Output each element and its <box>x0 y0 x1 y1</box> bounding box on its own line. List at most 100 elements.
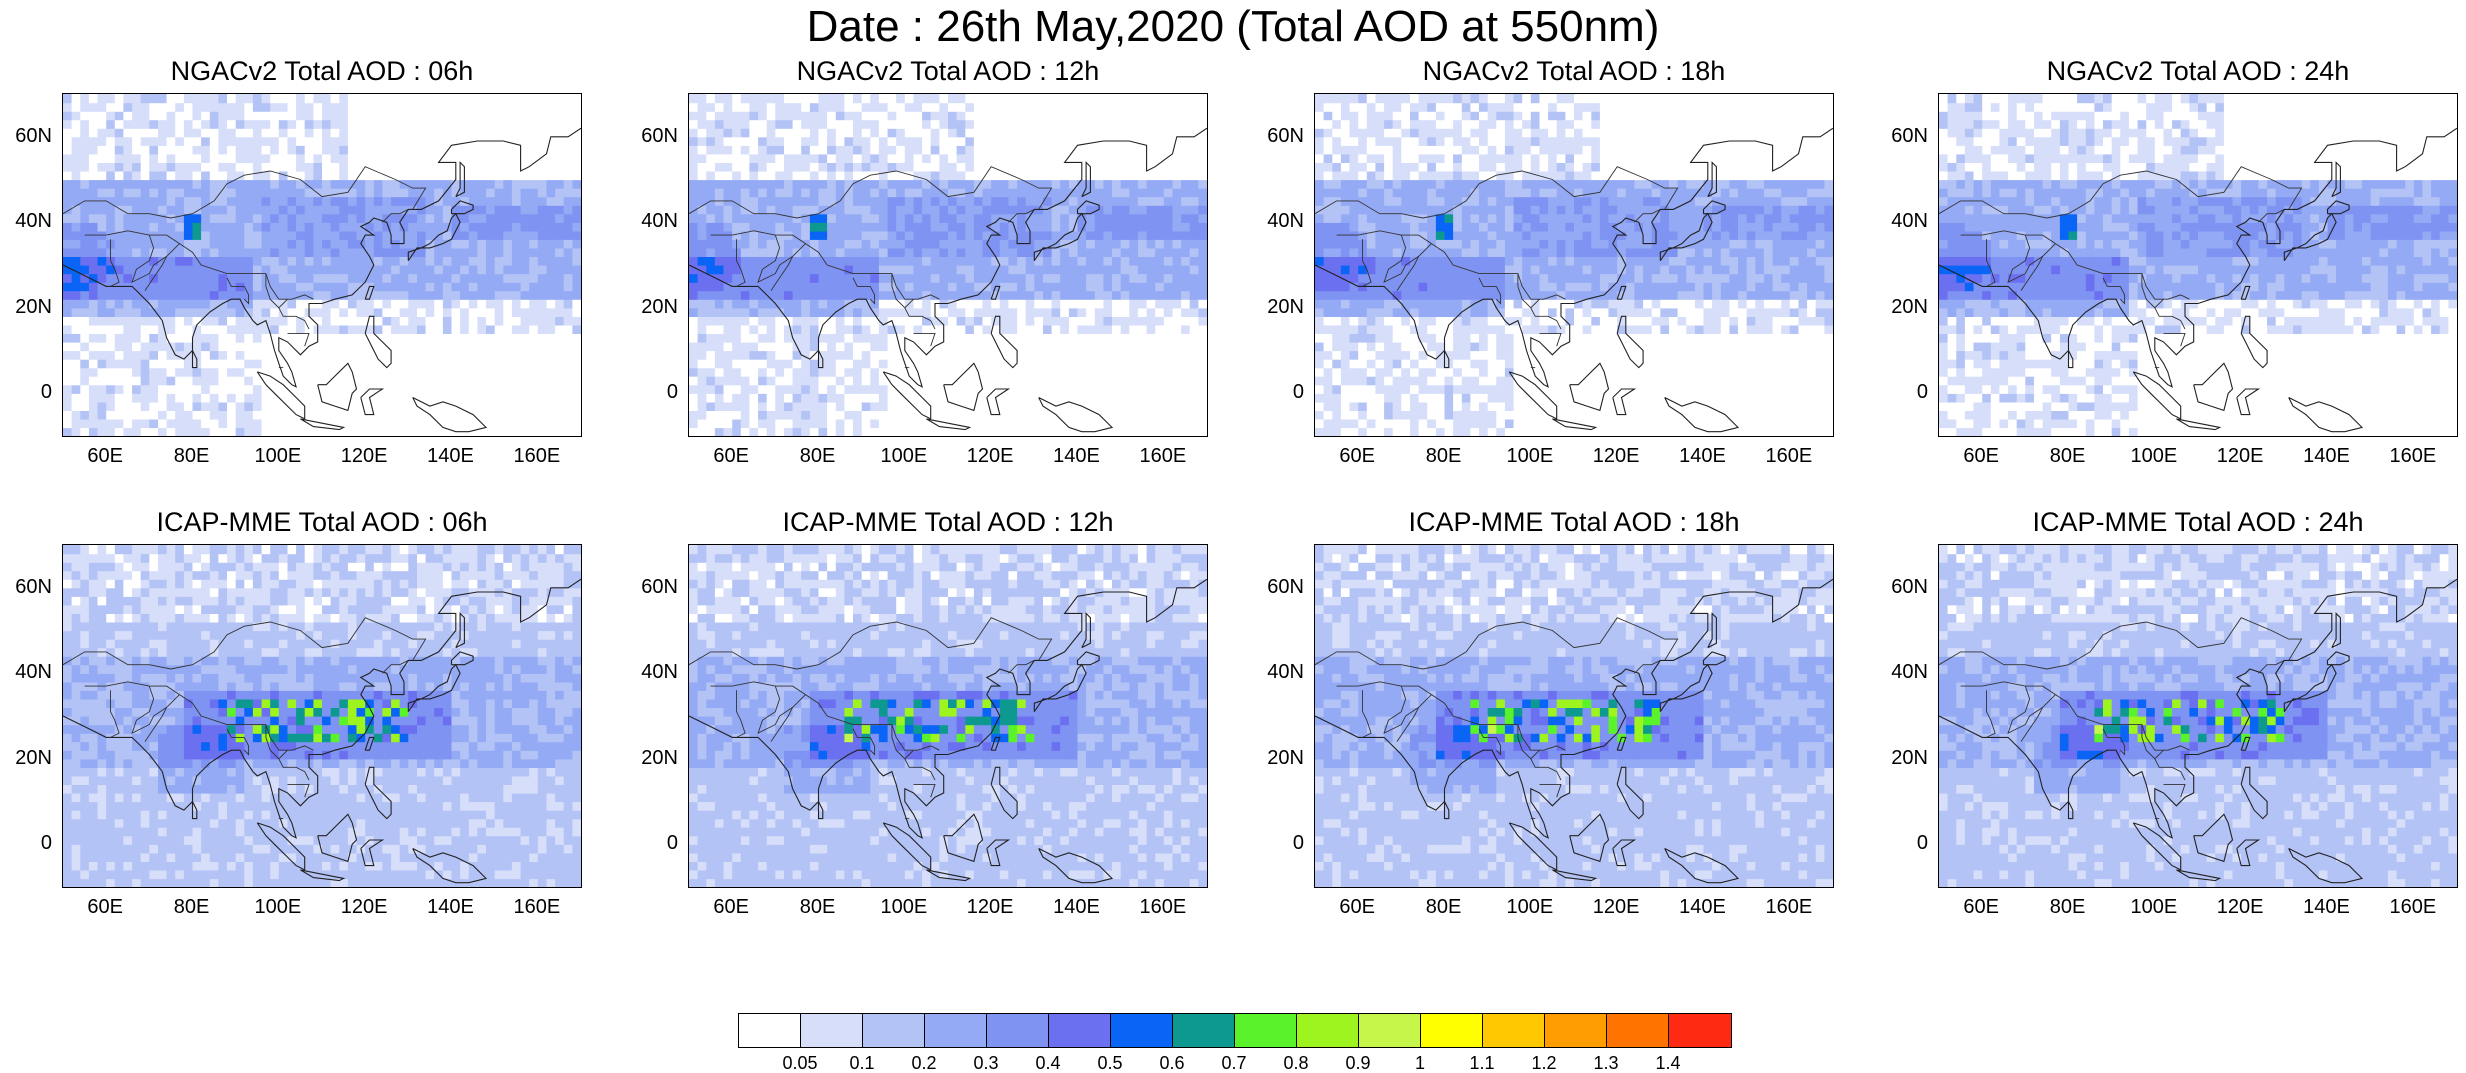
y-tick-label: 40N <box>1254 661 1304 683</box>
colorbar-label: 0.5 <box>1085 1053 1135 1073</box>
y-tick-label: 40N <box>1254 210 1304 232</box>
map-panel: ICAP-MME Total AOD : 12h <box>688 506 1208 850</box>
y-tick-label: 60N <box>1878 576 1928 598</box>
colorbar-swatch <box>1173 1014 1235 1047</box>
x-tick-label: 160E <box>1128 896 1198 918</box>
y-tick-label: 0 <box>628 381 678 403</box>
colorbar-swatch <box>987 1014 1049 1047</box>
colorbar-label: 0.05 <box>775 1053 825 1073</box>
y-tick-label: 0 <box>2 381 52 403</box>
x-tick-label: 100E <box>1495 896 1565 918</box>
y-tick-label: 20N <box>2 296 52 318</box>
x-tick-label: 160E <box>2378 896 2448 918</box>
x-tick-label: 120E <box>2205 445 2275 467</box>
panel-title: ICAP-MME Total AOD : 12h <box>688 506 1208 538</box>
colorbar-label: 1.2 <box>1519 1053 1569 1073</box>
colorbar-label: 0.9 <box>1333 1053 1383 1073</box>
x-tick-label: 80E <box>783 896 853 918</box>
y-tick-label: 20N <box>1254 296 1304 318</box>
colorbar-swatch <box>1607 1014 1669 1047</box>
panel-title: NGACv2 Total AOD : 18h <box>1314 55 1834 87</box>
y-tick-label: 40N <box>628 210 678 232</box>
x-tick-label: 60E <box>1322 445 1392 467</box>
aod-field <box>1939 94 2457 436</box>
y-tick-label: 60N <box>2 576 52 598</box>
map-area <box>1314 93 1834 437</box>
map-panel: NGACv2 Total AOD : 12h <box>688 55 1208 399</box>
colorbar-label: 1.4 <box>1643 1053 1693 1073</box>
x-tick-label: 100E <box>2119 896 2189 918</box>
aod-field <box>689 545 1207 887</box>
x-tick-label: 100E <box>243 896 313 918</box>
x-tick-label: 120E <box>955 445 1025 467</box>
x-tick-label: 60E <box>1322 896 1392 918</box>
x-tick-label: 100E <box>2119 445 2189 467</box>
x-tick-label: 80E <box>1409 445 1479 467</box>
x-tick-label: 120E <box>955 896 1025 918</box>
colorbar-label: 0.3 <box>961 1053 1011 1073</box>
x-tick-label: 140E <box>1668 445 1738 467</box>
map-panel: NGACv2 Total AOD : 18h <box>1314 55 1834 399</box>
colorbar-label: 1 <box>1395 1053 1445 1073</box>
colorbar-swatch <box>739 1014 801 1047</box>
x-tick-label: 80E <box>157 896 227 918</box>
y-tick-label: 20N <box>2 747 52 769</box>
x-tick-label: 160E <box>1754 896 1824 918</box>
colorbar-swatch <box>1235 1014 1297 1047</box>
colorbar-label: 0.6 <box>1147 1053 1197 1073</box>
x-tick-label: 160E <box>1128 445 1198 467</box>
y-tick-label: 0 <box>1878 381 1928 403</box>
colorbar-swatch <box>925 1014 987 1047</box>
x-tick-label: 140E <box>2292 896 2362 918</box>
x-tick-label: 80E <box>2033 445 2103 467</box>
panel-title: ICAP-MME Total AOD : 06h <box>62 506 582 538</box>
panel-title: NGACv2 Total AOD : 06h <box>62 55 582 87</box>
aod-field <box>689 94 1207 436</box>
x-tick-label: 100E <box>243 445 313 467</box>
x-tick-label: 140E <box>1042 445 1112 467</box>
y-tick-label: 0 <box>2 832 52 854</box>
x-tick-label: 60E <box>696 896 766 918</box>
x-tick-label: 100E <box>869 445 939 467</box>
map-area <box>1938 544 2458 888</box>
x-tick-label: 60E <box>1946 445 2016 467</box>
colorbar-swatch <box>1421 1014 1483 1047</box>
x-tick-label: 160E <box>502 896 572 918</box>
colorbar-swatch <box>1669 1014 1731 1047</box>
y-tick-label: 40N <box>628 661 678 683</box>
x-tick-label: 140E <box>2292 445 2362 467</box>
x-tick-label: 160E <box>1754 445 1824 467</box>
x-tick-label: 100E <box>869 896 939 918</box>
aod-field <box>63 545 581 887</box>
y-tick-label: 60N <box>1254 576 1304 598</box>
x-tick-label: 80E <box>783 445 853 467</box>
colorbar-label: 0.4 <box>1023 1053 1073 1073</box>
map-area <box>688 544 1208 888</box>
y-tick-label: 20N <box>628 747 678 769</box>
colorbar-label: 0.2 <box>899 1053 949 1073</box>
y-tick-label: 60N <box>2 125 52 147</box>
x-tick-label: 60E <box>1946 896 2016 918</box>
panel-title: NGACv2 Total AOD : 12h <box>688 55 1208 87</box>
y-tick-label: 60N <box>628 125 678 147</box>
colorbar-label: 1.3 <box>1581 1053 1631 1073</box>
x-tick-label: 60E <box>696 445 766 467</box>
colorbar-swatch <box>863 1014 925 1047</box>
aod-field <box>63 94 581 436</box>
colorbar-swatch <box>801 1014 863 1047</box>
colorbar-label: 0.7 <box>1209 1053 1259 1073</box>
y-tick-label: 40N <box>2 210 52 232</box>
colorbar-swatch <box>1359 1014 1421 1047</box>
x-tick-label: 80E <box>2033 896 2103 918</box>
y-tick-label: 0 <box>1254 832 1304 854</box>
map-area <box>62 93 582 437</box>
colorbar-label: 0.1 <box>837 1053 887 1073</box>
map-area <box>62 544 582 888</box>
colorbar <box>738 1013 1732 1048</box>
panel-title: ICAP-MME Total AOD : 24h <box>1938 506 2458 538</box>
y-tick-label: 0 <box>1878 832 1928 854</box>
y-tick-label: 40N <box>2 661 52 683</box>
y-tick-label: 40N <box>1878 210 1928 232</box>
map-area <box>1314 544 1834 888</box>
aod-field <box>1315 94 1833 436</box>
